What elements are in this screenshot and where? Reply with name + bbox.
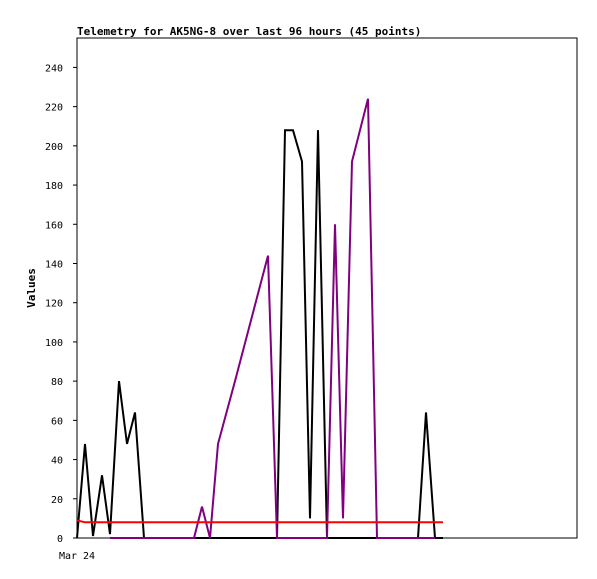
y-tick-label: 100 bbox=[45, 338, 63, 349]
series-layer bbox=[76, 98, 443, 539]
plot-area bbox=[76, 37, 578, 539]
y-axis-ticks: 0 20 40 60 80 100 120 140 160 180 200 220 240 bbox=[45, 63, 77, 545]
y-tick-label: 120 bbox=[45, 299, 63, 310]
y-tick-label: 200 bbox=[45, 142, 63, 153]
y-tick-label: 160 bbox=[45, 220, 63, 231]
y-tick-label: 60 bbox=[51, 416, 63, 427]
y-axis-label: Values bbox=[25, 268, 38, 308]
y-tick-label: 240 bbox=[45, 63, 63, 74]
y-tick-label: 40 bbox=[51, 456, 63, 467]
x-axis-ticks: Mar 24 bbox=[59, 551, 95, 562]
y-tick-label: 220 bbox=[45, 103, 63, 114]
y-tick-label: 140 bbox=[45, 259, 63, 270]
y-tick-label: 80 bbox=[51, 377, 63, 388]
y-tick-label: 20 bbox=[51, 495, 63, 506]
series-line-2 bbox=[110, 98, 435, 539]
y-tick-label: 180 bbox=[45, 181, 63, 192]
series-line-3 bbox=[76, 519, 443, 524]
x-tick-label: Mar 24 bbox=[59, 551, 95, 562]
y-tick-label: 0 bbox=[57, 534, 63, 545]
series-line-1 bbox=[76, 129, 443, 539]
chart-title: Telemetry for AK5NG-8 over last 96 hours… bbox=[77, 25, 421, 38]
